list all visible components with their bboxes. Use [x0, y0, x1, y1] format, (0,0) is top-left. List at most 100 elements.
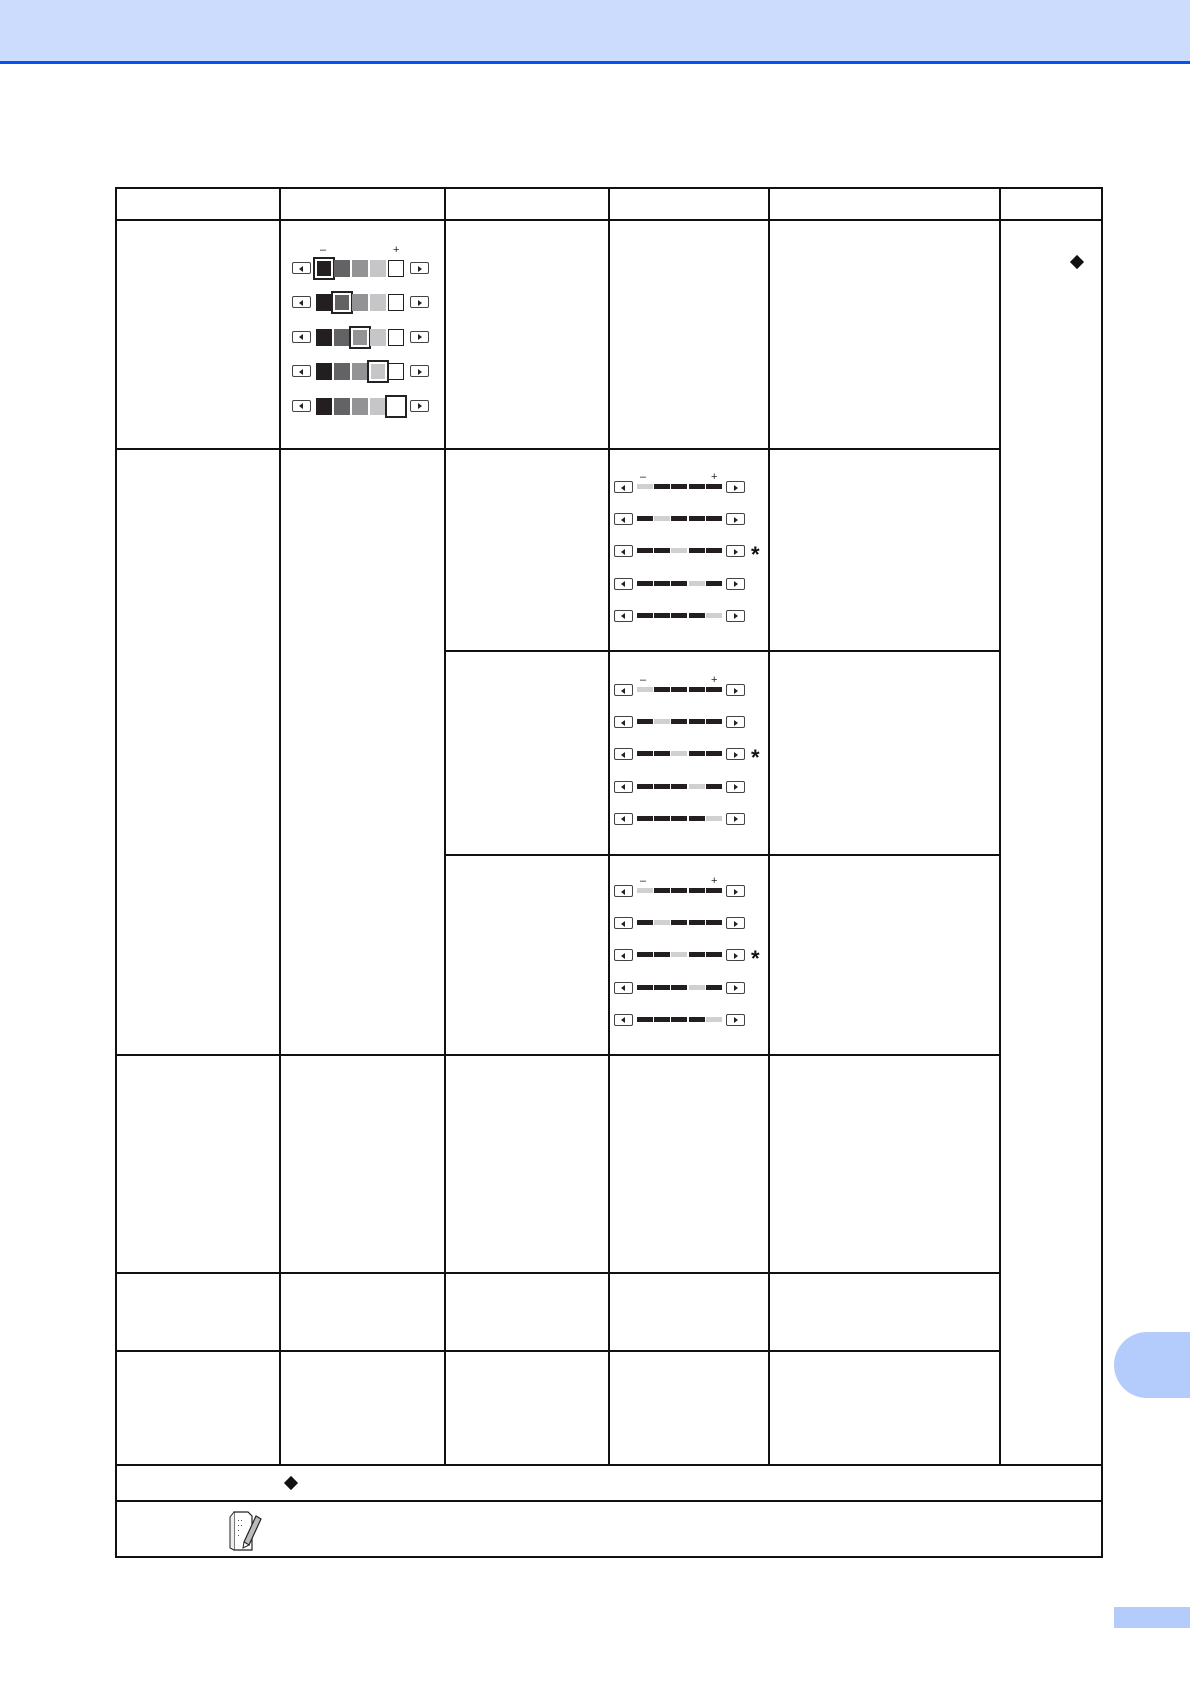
arrow-left-button[interactable]	[614, 748, 633, 761]
table-rule	[444, 650, 1001, 652]
shade-square[interactable]	[349, 325, 371, 349]
arrow-right-button[interactable]	[726, 885, 745, 897]
shade-square[interactable]	[370, 294, 386, 312]
arrow-right-button[interactable]	[410, 296, 429, 309]
arrow-right-button[interactable]	[726, 917, 745, 930]
shade-square[interactable]	[316, 397, 332, 415]
arrow-right-button[interactable]	[726, 981, 745, 994]
arrow-right-button[interactable]	[726, 748, 745, 761]
arrow-left-button[interactable]	[614, 545, 633, 558]
arrow-right-icon	[734, 548, 738, 555]
shade-square[interactable]	[388, 260, 404, 277]
default-asterisk: *	[751, 946, 760, 972]
arrow-left-button[interactable]	[614, 481, 633, 493]
shade-square[interactable]	[334, 397, 350, 415]
arrow-right-button[interactable]	[726, 481, 745, 493]
arrow-left-button[interactable]	[614, 513, 633, 526]
shade-square[interactable]	[370, 328, 386, 346]
page-number-tab	[1114, 1607, 1190, 1628]
arrow-right-button[interactable]	[410, 399, 429, 412]
arrow-left-button[interactable]	[614, 716, 633, 729]
arrow-left-icon	[621, 888, 625, 895]
arrow-left-button[interactable]	[292, 296, 311, 309]
arrow-left-button[interactable]	[614, 609, 633, 622]
arrow-right-button[interactable]	[726, 609, 745, 622]
arrow-left-button[interactable]	[614, 949, 633, 962]
shade-square[interactable]	[352, 294, 368, 312]
arrow-left-button[interactable]	[614, 885, 633, 897]
level-segment	[654, 815, 671, 821]
level-segment	[637, 984, 653, 990]
arrow-left-button[interactable]	[614, 917, 633, 930]
level-segment	[654, 984, 671, 990]
arrow-left-button[interactable]	[614, 1013, 633, 1026]
arrow-left-icon	[621, 751, 625, 758]
level-segment	[637, 612, 653, 618]
arrow-left-button[interactable]	[292, 399, 311, 412]
shade-square[interactable]	[388, 363, 404, 381]
level-segment	[705, 888, 722, 893]
arrow-right-button[interactable]	[726, 949, 745, 962]
table-rule	[115, 1272, 1001, 1274]
shade-square[interactable]	[388, 328, 404, 346]
level-segment	[671, 984, 688, 990]
level-segment	[654, 952, 671, 958]
shade-square[interactable]	[370, 260, 386, 277]
arrow-right-button[interactable]	[726, 780, 745, 793]
arrow-right-button[interactable]	[726, 1013, 745, 1026]
level-segment	[705, 920, 722, 926]
arrow-right-button[interactable]	[726, 513, 745, 526]
arrow-right-button[interactable]	[410, 330, 429, 343]
level-segment	[688, 484, 705, 489]
arrow-right-button[interactable]	[726, 716, 745, 729]
arrow-right-button[interactable]	[726, 577, 745, 590]
arrow-right-button[interactable]	[410, 365, 429, 378]
level-segment	[705, 516, 722, 522]
level-segment	[637, 1016, 653, 1022]
arrow-left-button[interactable]	[292, 365, 311, 378]
shade-square[interactable]	[388, 294, 404, 312]
arrow-right-button[interactable]	[726, 812, 745, 825]
arrow-right-icon	[418, 368, 422, 375]
arrow-right-icon	[734, 581, 738, 588]
shade-square[interactable]	[331, 291, 353, 315]
arrow-left-button[interactable]	[292, 330, 311, 343]
shade-square[interactable]	[352, 260, 368, 277]
shade-square[interactable]	[313, 257, 335, 280]
arrow-left-button[interactable]	[292, 262, 311, 274]
level-segment	[688, 815, 705, 821]
shade-square[interactable]	[334, 363, 350, 381]
arrow-left-button[interactable]	[614, 981, 633, 994]
shade-square[interactable]	[316, 363, 332, 381]
arrow-left-button[interactable]	[614, 577, 633, 590]
table-rule	[444, 187, 446, 1464]
shade-square[interactable]	[370, 397, 386, 415]
arrow-right-icon	[734, 687, 738, 694]
level-segment	[705, 783, 722, 789]
level-segment	[671, 815, 688, 821]
shade-square[interactable]	[316, 328, 332, 346]
level-segment	[688, 548, 705, 554]
table-rule	[999, 187, 1001, 1464]
arrow-left-button[interactable]	[614, 812, 633, 825]
arrow-right-icon	[734, 888, 738, 895]
arrow-left-button[interactable]	[614, 684, 633, 696]
shade-square[interactable]	[334, 328, 350, 346]
shade-square[interactable]	[316, 294, 332, 312]
shade-square[interactable]	[352, 397, 368, 415]
level-segment	[671, 888, 688, 893]
shade-square[interactable]	[352, 363, 368, 381]
arrow-right-button[interactable]	[726, 684, 745, 696]
shade-square[interactable]	[334, 260, 350, 277]
arrow-right-button[interactable]	[726, 545, 745, 558]
shade-square[interactable]	[367, 360, 389, 384]
shade-square[interactable]	[385, 394, 407, 418]
level-segment	[637, 484, 653, 489]
chapter-tab[interactable]	[1114, 1332, 1190, 1398]
level-segment	[688, 719, 705, 725]
default-asterisk: *	[751, 745, 760, 771]
table-rule	[115, 187, 117, 1556]
arrow-right-icon	[734, 952, 738, 959]
arrow-left-button[interactable]	[614, 780, 633, 793]
arrow-right-button[interactable]	[410, 262, 429, 274]
